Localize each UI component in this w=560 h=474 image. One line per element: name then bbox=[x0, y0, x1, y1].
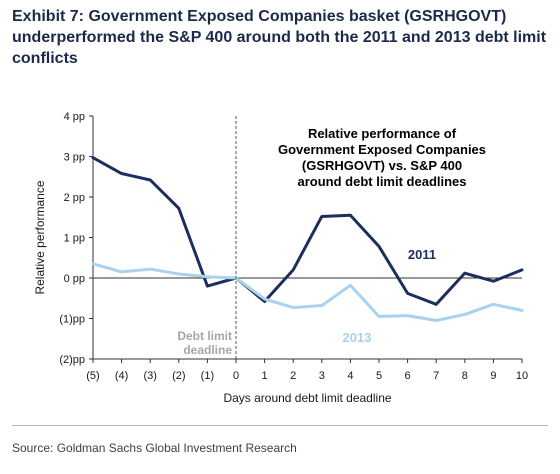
source-divider bbox=[12, 425, 548, 426]
series-label-2011: 2011 bbox=[408, 247, 436, 262]
chart-title-line: (GSRHGOVT) vs. S&P 400 bbox=[302, 158, 462, 173]
y-tick-label: 2 pp bbox=[64, 192, 85, 204]
y-axis-ticks: 4 pp 3 pp 2 pp 1 pp 0 pp (1)pp (2)pp bbox=[59, 111, 93, 366]
y-tick-label: (1)pp bbox=[59, 314, 85, 326]
y-tick-label: 4 pp bbox=[64, 111, 85, 123]
series-line-2011 bbox=[91, 156, 524, 306]
x-tick-label: (3) bbox=[143, 370, 156, 382]
y-tick-label: 3 pp bbox=[64, 152, 85, 164]
source-note: Source: Goldman Sachs Global Investment … bbox=[12, 441, 297, 455]
x-tick-label: 7 bbox=[433, 370, 439, 382]
x-tick-label: 1 bbox=[262, 370, 268, 382]
deadline-label-line: Debt limit bbox=[177, 329, 232, 343]
x-axis-label: Days around debt limit deadline bbox=[223, 391, 391, 405]
x-tick-label: 0 bbox=[233, 370, 239, 382]
y-tick-label: 0 pp bbox=[64, 273, 85, 285]
x-tick-label: (2) bbox=[172, 370, 185, 382]
x-tick-label: (4) bbox=[115, 370, 128, 382]
y-tick-label: 1 pp bbox=[64, 233, 85, 245]
x-tick-label: 9 bbox=[490, 370, 496, 382]
x-tick-label: 2 bbox=[290, 370, 296, 382]
chart-title-line: Government Exposed Companies bbox=[278, 142, 486, 157]
x-tick-label: (5) bbox=[86, 370, 99, 382]
x-tick-label: 6 bbox=[405, 370, 411, 382]
y-tick-label: (2)pp bbox=[59, 354, 85, 366]
exhibit-title: Exhibit 7: Government Exposed Companies … bbox=[12, 8, 547, 67]
y-axis-label: Relative performance bbox=[33, 180, 47, 294]
x-tick-label: 5 bbox=[376, 370, 382, 382]
chart-title-line: around debt limit deadlines bbox=[297, 174, 466, 189]
deadline-label-line: deadline bbox=[183, 343, 232, 357]
x-tick-label: 10 bbox=[516, 370, 528, 382]
x-tick-label: 8 bbox=[462, 370, 468, 382]
chart-series bbox=[91, 156, 524, 323]
x-tick-label: (1) bbox=[201, 370, 214, 382]
series-label-2013: 2013 bbox=[343, 330, 372, 345]
x-tick-label: 3 bbox=[319, 370, 325, 382]
chart-title-line: Relative performance of bbox=[308, 126, 457, 141]
x-axis-ticks: (5) (4) (3) (2) (1) 0 1 2 3 4 5 6 7 8 9 10 bbox=[86, 359, 528, 382]
series-line-2013 bbox=[91, 262, 524, 323]
x-tick-label: 4 bbox=[347, 370, 353, 382]
